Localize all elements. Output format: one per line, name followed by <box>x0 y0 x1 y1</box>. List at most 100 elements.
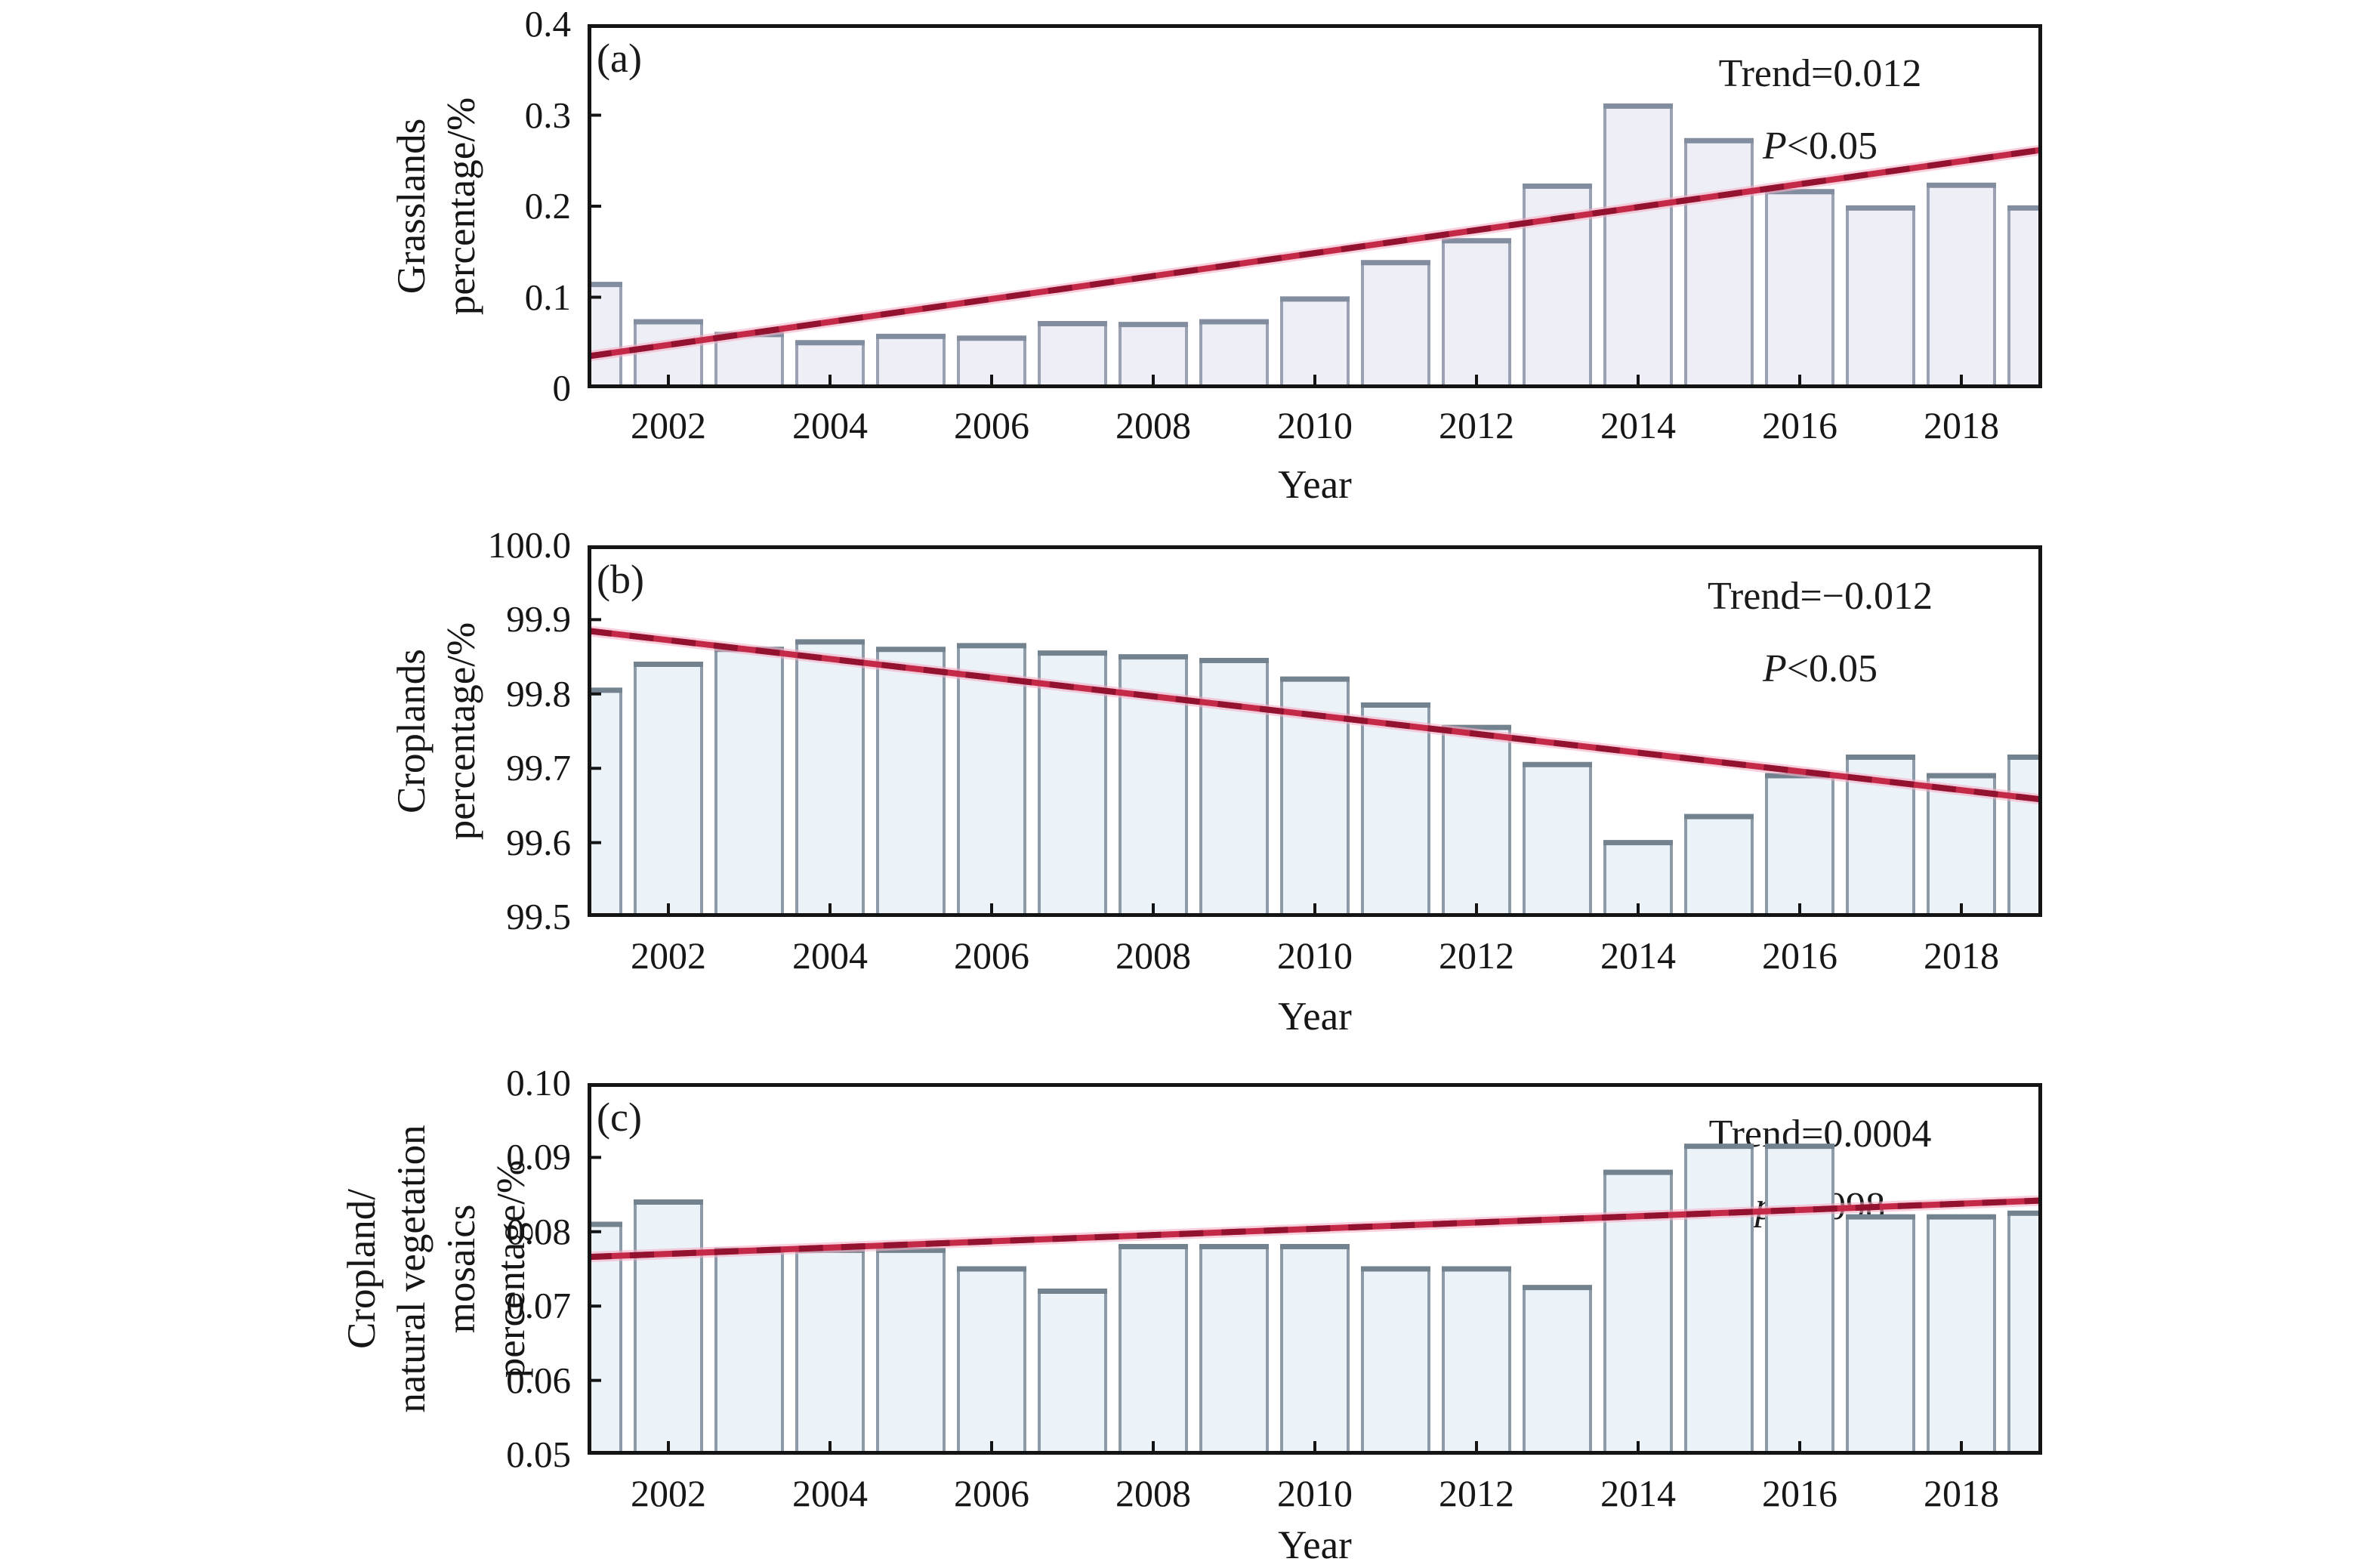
panel-b-trend-text: Trend=−0.012 <box>1708 575 1933 618</box>
panel-b-frame <box>588 545 2042 917</box>
trend-line-c <box>588 1197 2042 1261</box>
bar-b-2005 <box>876 647 946 917</box>
bar-a-2016 <box>1765 190 1834 388</box>
bar-c-2012 <box>1442 1267 1511 1455</box>
bar-a-2010 <box>1280 297 1350 388</box>
xtick-c-2012: 2012 <box>1439 1472 1514 1514</box>
bar-b-2018 <box>1927 774 1996 917</box>
bar-b-2014 <box>1603 841 1673 917</box>
panel-a-significance-text: P<0.05 <box>1762 125 1878 168</box>
xtick-a-2018: 2018 <box>1924 404 1999 446</box>
bar-b-2002 <box>634 662 703 917</box>
bar-b-2017 <box>1846 755 1915 917</box>
xtick-b-2018: 2018 <box>1924 934 1999 977</box>
panel-c-frame <box>588 1083 2042 1455</box>
xtick-a-2008: 2008 <box>1115 404 1191 446</box>
bar-b-2011 <box>1361 703 1430 917</box>
bar-c-2003 <box>714 1249 784 1455</box>
xtick-c-2006: 2006 <box>954 1472 1029 1514</box>
ytick-c-0.07: 0.07 <box>506 1285 571 1327</box>
bar-a-2017 <box>1846 206 1915 388</box>
panel-a-x-axis-title: Year <box>1278 463 1352 507</box>
bar-b-2013 <box>1523 763 1592 917</box>
ytick-b-99.7: 99.7 <box>506 747 571 789</box>
bar-a-2006 <box>957 336 1026 388</box>
bar-b-2015 <box>1684 815 1754 917</box>
bar-c-2009 <box>1199 1245 1269 1455</box>
bar-b-2008 <box>1119 655 1188 917</box>
ytick-b-100.0: 100.0 <box>487 524 571 566</box>
bar-a-2007 <box>1038 322 1107 388</box>
bar-a-2019 <box>2007 206 2042 388</box>
bar-b-2016 <box>1765 774 1834 917</box>
xtick-a-2014: 2014 <box>1600 404 1676 446</box>
trend-line-a <box>588 147 2042 360</box>
panel-a-frame <box>588 24 2042 388</box>
ytick-b-99.5: 99.5 <box>506 896 571 937</box>
ytick-a-0.3: 0.3 <box>524 94 571 136</box>
bar-a-2005 <box>876 335 946 388</box>
bar-c-2013 <box>1523 1286 1592 1455</box>
bar-c-2011 <box>1361 1267 1430 1455</box>
panel-a-y-axis-title: Grasslands percentage/% <box>390 97 483 316</box>
panel-b-significance-text: P<0.05 <box>1762 647 1878 690</box>
panel-b-annotation: Trend=−0.012 P<0.05 <box>1601 560 2039 705</box>
bar-a-2015 <box>1684 139 1754 388</box>
bar-c-2019 <box>2007 1211 2042 1455</box>
ytick-a-0.4: 0.4 <box>524 3 571 45</box>
bar-a-2013 <box>1523 184 1592 388</box>
xtick-b-2004: 2004 <box>792 934 868 977</box>
panel-a-label: (a) <box>597 35 642 81</box>
bar-b-2012 <box>1442 726 1511 917</box>
bar-c-2005 <box>876 1249 946 1455</box>
bar-c-2001 <box>588 1222 622 1455</box>
bar-b-2006 <box>957 644 1026 917</box>
xtick-c-2002: 2002 <box>631 1472 706 1514</box>
panel-c-label: (c) <box>597 1094 642 1140</box>
bar-b-2001 <box>588 688 622 917</box>
xtick-a-2010: 2010 <box>1277 404 1353 446</box>
ytick-a-0: 0 <box>552 367 572 409</box>
xtick-c-2008: 2008 <box>1115 1472 1191 1514</box>
bar-b-2004 <box>795 640 865 917</box>
bar-a-2011 <box>1361 261 1430 388</box>
bar-c-2007 <box>1038 1289 1107 1455</box>
bar-b-2009 <box>1199 659 1269 917</box>
trend-line-a <box>588 144 2042 362</box>
xtick-b-2014: 2014 <box>1600 934 1676 977</box>
xtick-b-2008: 2008 <box>1115 934 1191 977</box>
bar-a-2009 <box>1199 320 1269 388</box>
panel-a-plot-area <box>588 24 2042 388</box>
bar-b-2003 <box>714 647 784 917</box>
xtick-b-2010: 2010 <box>1277 934 1353 977</box>
xtick-c-2004: 2004 <box>792 1472 868 1514</box>
trend-line-c <box>588 1197 2042 1261</box>
bar-a-2018 <box>1927 184 1996 388</box>
bar-b-2010 <box>1280 678 1350 917</box>
xtick-a-2016: 2016 <box>1762 404 1837 446</box>
panel-c-annotation: Trend=0.0004 p=0.098 <box>1601 1098 2039 1243</box>
bar-c-2010 <box>1280 1245 1350 1455</box>
trend-line-c <box>588 1195 2042 1263</box>
trend-line-b <box>588 628 2042 803</box>
bar-a-2014 <box>1603 104 1673 388</box>
xtick-b-2006: 2006 <box>954 934 1029 977</box>
panel-a-trend-text: Trend=0.012 <box>1718 52 1922 95</box>
panel-c-significance-text: p=0.098 <box>1754 1185 1886 1228</box>
ytick-c-0.09: 0.09 <box>506 1136 571 1178</box>
bar-c-2017 <box>1846 1215 1915 1455</box>
panel-b-plot-area <box>588 545 2042 917</box>
bar-a-2001 <box>588 282 622 388</box>
xtick-a-2004: 2004 <box>792 404 868 446</box>
panel-c-trend-text: Trend=0.0004 <box>1708 1113 1932 1156</box>
bar-c-2015 <box>1684 1144 1754 1455</box>
bar-c-2008 <box>1119 1245 1188 1455</box>
xtick-c-2016: 2016 <box>1762 1472 1837 1514</box>
xtick-b-2012: 2012 <box>1439 934 1514 977</box>
panel-a-annotation: Trend=0.012 P<0.05 <box>1601 38 2039 183</box>
xtick-a-2012: 2012 <box>1439 404 1514 446</box>
panel-b-y-axis-title: Croplands percentage/% <box>390 622 483 841</box>
